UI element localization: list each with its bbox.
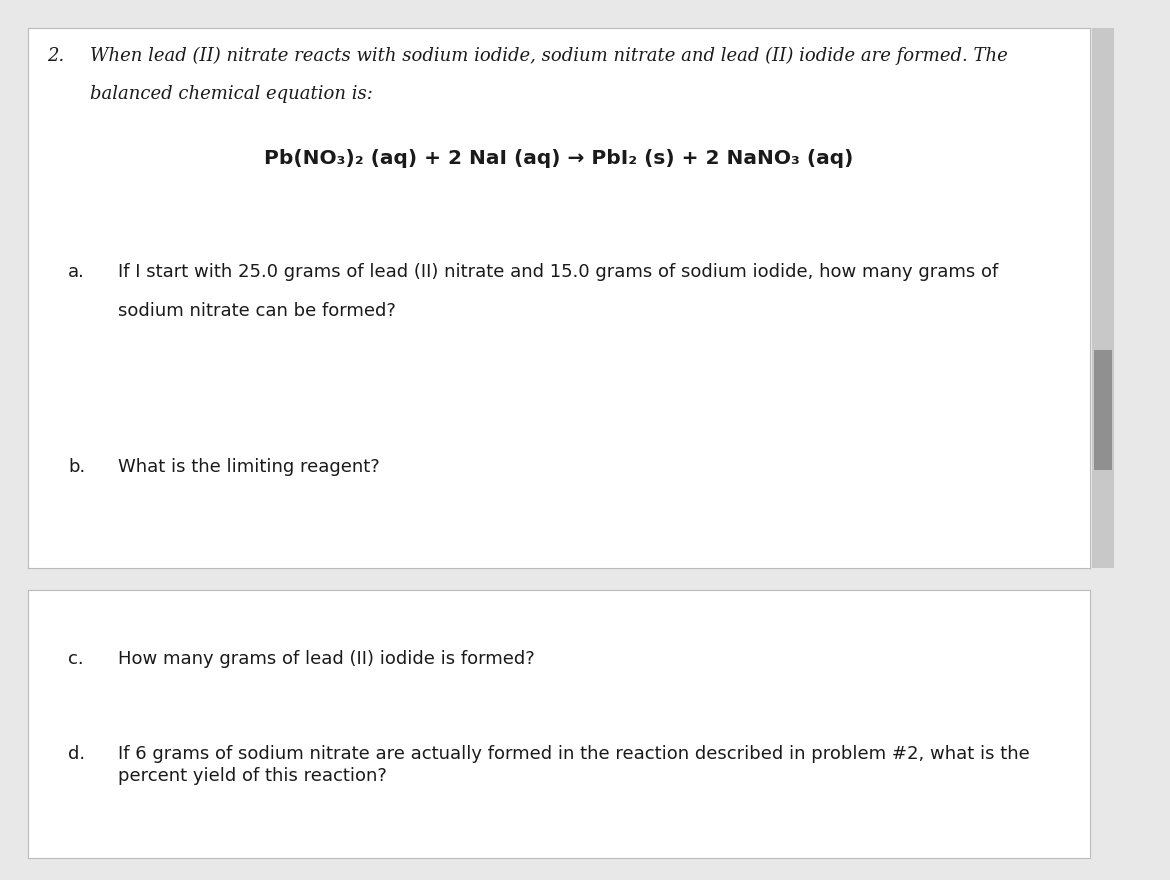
Text: d.: d. xyxy=(68,744,85,763)
Text: b.: b. xyxy=(68,458,85,476)
Text: sodium nitrate can be formed?: sodium nitrate can be formed? xyxy=(118,302,397,319)
Text: a.: a. xyxy=(68,263,85,281)
Text: How many grams of lead (II) iodide is formed?: How many grams of lead (II) iodide is fo… xyxy=(118,650,535,668)
Text: 2.: 2. xyxy=(47,47,64,65)
Text: c.: c. xyxy=(68,650,84,668)
Text: percent yield of this reaction?: percent yield of this reaction? xyxy=(118,766,387,785)
Text: Pb(NO₃)₂ (aq) + 2 NaI (aq) → PbI₂ (s) + 2 NaNO₃ (aq): Pb(NO₃)₂ (aq) + 2 NaI (aq) → PbI₂ (s) + … xyxy=(264,150,854,168)
Text: balanced chemical equation is:: balanced chemical equation is: xyxy=(90,84,372,103)
Text: What is the limiting reagent?: What is the limiting reagent? xyxy=(118,458,380,476)
Text: If 6 grams of sodium nitrate are actually formed in the reaction described in pr: If 6 grams of sodium nitrate are actuall… xyxy=(118,744,1030,763)
Text: When lead (II) nitrate reacts with sodium iodide, sodium nitrate and lead (II) i: When lead (II) nitrate reacts with sodiu… xyxy=(90,47,1007,65)
Text: If I start with 25.0 grams of lead (II) nitrate and 15.0 grams of sodium iodide,: If I start with 25.0 grams of lead (II) … xyxy=(118,263,998,281)
